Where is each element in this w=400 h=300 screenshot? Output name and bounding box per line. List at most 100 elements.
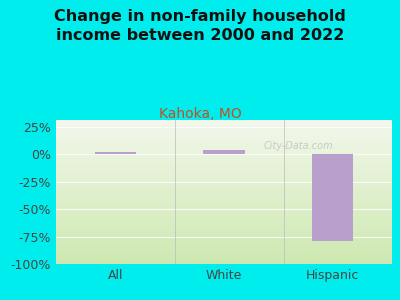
Bar — [56, 210, 392, 211]
Bar — [56, 260, 392, 261]
Bar — [56, 195, 392, 196]
Bar — [56, 234, 392, 235]
Bar — [56, 124, 392, 125]
Bar — [56, 244, 392, 245]
Bar — [56, 175, 392, 176]
Bar — [56, 203, 392, 204]
Bar — [56, 247, 392, 248]
Bar — [56, 140, 392, 141]
Bar — [56, 131, 392, 132]
Bar — [56, 186, 392, 187]
Bar — [56, 255, 392, 256]
Bar — [56, 166, 392, 167]
Bar — [56, 200, 392, 201]
Bar — [56, 126, 392, 127]
Bar — [56, 163, 392, 164]
Bar — [56, 179, 392, 180]
Bar — [56, 174, 392, 175]
Bar — [56, 231, 392, 232]
Bar — [56, 228, 392, 229]
Bar — [56, 263, 392, 264]
Bar — [56, 141, 392, 142]
Bar — [56, 172, 392, 173]
Bar — [56, 201, 392, 202]
Bar — [56, 252, 392, 253]
Bar — [56, 248, 392, 249]
Bar — [56, 135, 392, 136]
Bar — [56, 257, 392, 258]
Bar — [56, 153, 392, 154]
Bar — [56, 259, 392, 260]
Bar — [56, 156, 392, 157]
Bar — [56, 164, 392, 165]
Bar — [56, 122, 392, 123]
Bar — [56, 211, 392, 212]
Bar — [56, 173, 392, 174]
Bar — [56, 180, 392, 181]
Bar — [56, 262, 392, 263]
Bar — [56, 134, 392, 135]
Bar — [56, 221, 392, 222]
Bar — [56, 207, 392, 208]
Bar — [56, 162, 392, 163]
Bar — [56, 171, 392, 172]
Bar — [56, 184, 392, 185]
Bar — [56, 236, 392, 237]
Bar — [56, 243, 392, 244]
Bar — [56, 183, 392, 184]
Bar — [56, 161, 392, 162]
Bar — [56, 218, 392, 219]
Bar — [56, 198, 392, 199]
Bar — [56, 229, 392, 230]
Bar — [56, 127, 392, 128]
Bar — [56, 261, 392, 262]
Bar — [56, 219, 392, 220]
Bar — [56, 227, 392, 228]
Bar — [56, 120, 392, 121]
Bar — [56, 215, 392, 216]
Bar — [56, 225, 392, 226]
Bar — [312, 154, 353, 241]
Bar — [56, 123, 392, 124]
Bar — [56, 213, 392, 214]
Bar — [56, 193, 392, 194]
Bar — [56, 250, 392, 251]
Bar — [56, 144, 392, 145]
Bar — [56, 148, 392, 149]
Bar — [56, 125, 392, 126]
Bar — [56, 258, 392, 259]
Bar — [56, 150, 392, 151]
Bar — [56, 147, 392, 148]
Bar — [56, 235, 392, 236]
Bar — [56, 190, 392, 191]
Bar — [56, 251, 392, 252]
Bar — [56, 151, 392, 152]
Bar — [56, 206, 392, 207]
Bar — [56, 143, 392, 144]
Bar — [56, 136, 392, 137]
Bar — [204, 150, 244, 154]
Bar — [56, 146, 392, 147]
Bar — [56, 194, 392, 195]
Bar — [56, 217, 392, 218]
Bar — [56, 204, 392, 205]
Bar — [56, 170, 392, 171]
Bar — [56, 142, 392, 143]
Bar — [56, 145, 392, 146]
Bar — [56, 160, 392, 161]
Bar — [56, 154, 392, 155]
Bar — [56, 256, 392, 257]
Bar — [56, 185, 392, 186]
Bar — [95, 152, 136, 154]
Bar — [56, 242, 392, 243]
Bar — [56, 167, 392, 168]
Bar — [56, 253, 392, 254]
Bar — [56, 189, 392, 190]
Bar — [56, 159, 392, 160]
Bar — [56, 246, 392, 247]
Bar — [56, 130, 392, 131]
Bar — [56, 192, 392, 193]
Bar — [56, 205, 392, 206]
Bar — [56, 191, 392, 192]
Bar — [56, 155, 392, 156]
